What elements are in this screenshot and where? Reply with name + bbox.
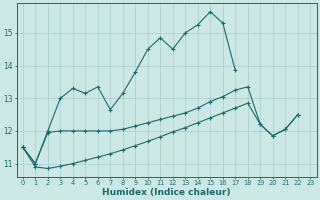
X-axis label: Humidex (Indice chaleur): Humidex (Indice chaleur) <box>102 188 231 197</box>
